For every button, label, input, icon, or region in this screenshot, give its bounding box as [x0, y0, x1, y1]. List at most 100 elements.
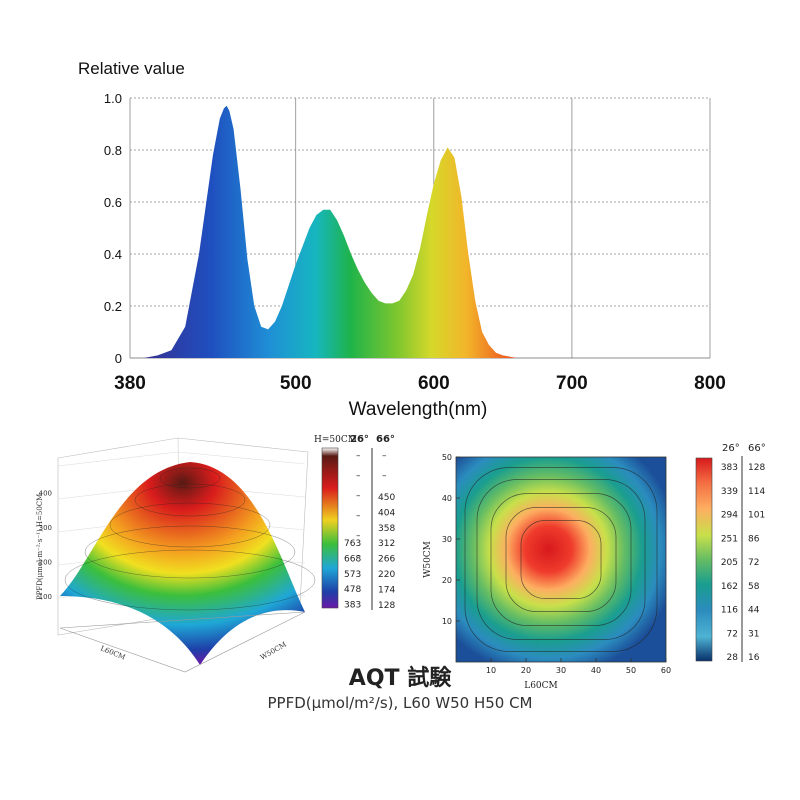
heatmap-x-tick: 40: [591, 666, 601, 675]
surface-contour: [134, 483, 246, 517]
surface-legend-value-66: 266: [378, 555, 395, 565]
heatmap-field: [455, 456, 667, 663]
surface-z-tick: 300: [39, 524, 52, 532]
surface-legend-value-26: 573: [344, 570, 361, 580]
heatmap-legend-value-26: 294: [721, 511, 738, 521]
spectrum-area: [130, 105, 710, 358]
spectrum-title: Relative value: [78, 59, 185, 78]
heatmap-x-tick: 30: [556, 666, 566, 675]
heatmap-contour: [520, 520, 602, 599]
heatmap-legend-value-66: 31: [748, 629, 759, 639]
heatmap-legend-value-26: 162: [721, 582, 738, 592]
spectrum-x-tick: 600: [418, 373, 450, 394]
surface-z-tick: 100: [39, 593, 52, 601]
surface-legend-value-66: 312: [378, 539, 395, 549]
heatmap-contour: [476, 479, 646, 640]
spectrum-y-tick: 0: [115, 351, 122, 366]
surface-z-tick: 200: [39, 559, 52, 567]
surface-legend-value-26: 478: [344, 585, 361, 595]
surface-legend-value-66: 404: [378, 508, 395, 518]
heatmap-y-tick: 20: [442, 576, 452, 585]
spectrum-x-label: Wavelength(nm): [349, 399, 488, 420]
surface-legend-dash-66: –: [382, 471, 387, 481]
heatmap-contour: [464, 467, 658, 652]
surface-legend-value-66: 220: [378, 570, 395, 580]
spectrum-x-tick: 800: [694, 373, 726, 394]
surface-legend-dash-26: –: [356, 531, 361, 541]
heatmap-x-tick: 10: [486, 666, 496, 675]
surface-legend-value-26: 763: [344, 539, 361, 549]
heatmap-legend-value-26: 116: [721, 606, 738, 616]
heatmap-x-label: L60CM: [524, 681, 558, 691]
heatmap-y-tick: 30: [442, 535, 452, 544]
heatmap-legend-value-66: 86: [748, 534, 760, 544]
heatmap-legend-value-66: 16: [748, 653, 760, 663]
spectrum-y-tick: 0.6: [104, 195, 122, 210]
surface-contour: [64, 549, 316, 611]
surface-legend-value-26: 668: [344, 554, 361, 564]
surface-legend-dash-26: –: [356, 491, 361, 501]
surface-legend-value-26: 383: [344, 601, 361, 611]
heatmap-legend-value-66: 128: [748, 463, 765, 473]
heatmap-y-tick: 10: [442, 617, 452, 626]
spectrum-x-tick: 500: [280, 373, 312, 394]
spectrum-chart: Relative value 0 0.2 0.4 0.6 0.8 1.0 380 500 600 7…: [78, 59, 726, 420]
heatmap-legend-value-26: 72: [727, 629, 738, 639]
surface-legend-value-66: 174: [378, 585, 395, 595]
heatmap-x-tick: 20: [521, 666, 531, 675]
surface-legend-dash-26: –: [356, 551, 361, 561]
surface-z-label: PPFD(μmol·m⁻²·s⁻¹) H=50CM: [36, 494, 44, 600]
surface-legend-title: H=50CM: [314, 435, 357, 445]
heatmap-y-tick: 40: [442, 494, 452, 503]
heatmap-legend-value-66: 72: [748, 558, 759, 568]
heatmap-x-tick: 60: [661, 666, 671, 675]
heatmap-legend-value-66: 101: [748, 511, 765, 521]
heatmap-contour: [505, 507, 617, 612]
surface-legend-value-66: 358: [378, 524, 395, 534]
heatmap-y-label: W50CM: [423, 541, 433, 578]
heatmap-legend-value-26: 28: [727, 653, 739, 663]
surface-base-plane: [59, 611, 306, 673]
heatmap-legend-value-26: 251: [721, 534, 738, 544]
spectrum-x-tick: 700: [556, 373, 588, 394]
surface-legend-value-66: 450: [378, 493, 395, 503]
heatmap-legend-value-66: 58: [748, 582, 760, 592]
heatmap-x-tick: 50: [626, 666, 636, 675]
spectrum-x-tick: 380: [114, 373, 146, 394]
heatmap-contour: [490, 493, 632, 626]
heatmap-legend-bar: [695, 457, 713, 662]
surface-legend-dash-26: –: [356, 471, 361, 481]
surface-legend-dash-26: –: [356, 511, 361, 521]
surface-dome: [60, 462, 305, 665]
surface-legend-dash-26: –: [356, 451, 361, 461]
surface-legend-header-66: 66°: [376, 434, 395, 445]
surface-grid-line: [57, 451, 179, 467]
surface-contour: [84, 525, 296, 579]
heatmap-legend-value-26: 339: [721, 487, 738, 497]
spectrum-y-tick: 1.0: [104, 91, 122, 106]
caption-subtitle: PPFD(µmol/m²/s), L60 W50 H50 CM: [267, 694, 533, 712]
surface-z-tick: 400: [39, 490, 52, 498]
heatmap-legend-header-66: 66°: [748, 443, 766, 454]
heatmap-chart: 10 20 30 40 50 60 10 20 30 40 50 L60CM W50CM 26° 66° 38…: [423, 443, 766, 691]
surface-contour: [109, 502, 271, 548]
heatmap-legend-value-66: 44: [748, 606, 760, 616]
heatmap-legend-value-66: 114: [748, 487, 765, 497]
spectrum-y-tick: 0.2: [104, 299, 122, 314]
heatmap-y-tick: 50: [442, 453, 452, 462]
surface-legend-header-26: 26°: [350, 434, 369, 445]
surface-y-label: W50CM: [259, 640, 288, 661]
heatmap-legend-header-26: 26°: [722, 443, 740, 454]
heatmap-legend-value-26: 383: [721, 463, 738, 473]
spectrum-y-tick: 0.8: [104, 143, 122, 158]
surface-legend-dash-66: –: [382, 451, 387, 461]
caption-title: AQT 試験: [348, 666, 452, 691]
surface-legend-bar: [321, 447, 339, 609]
spectrum-y-tick: 0.4: [104, 247, 122, 262]
surface-grid-line: [177, 451, 306, 465]
surface-contour: [159, 467, 221, 489]
heatmap-legend-value-26: 205: [721, 558, 738, 568]
surface-legend-value-66: 128: [378, 601, 395, 611]
